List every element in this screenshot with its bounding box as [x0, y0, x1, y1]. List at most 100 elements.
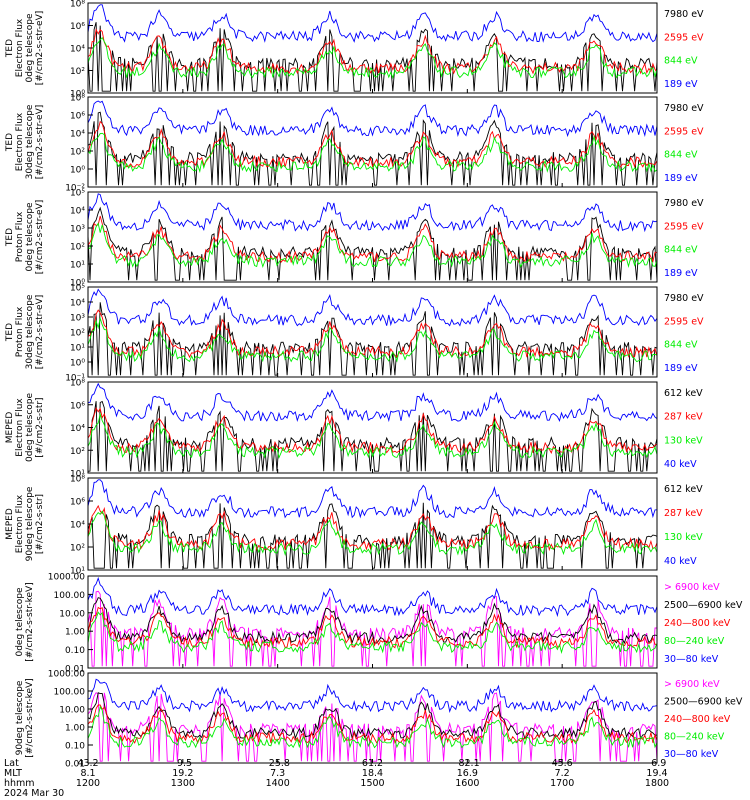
- y-axis-label: Electron Flux: [15, 18, 25, 77]
- y-tick-label: 10¹: [70, 261, 85, 271]
- y-axis-label: [#/cm2-s-str]: [35, 494, 45, 554]
- x-axis-row-label: Lat: [4, 758, 19, 769]
- y-tick-label: 10³: [70, 314, 85, 324]
- y-tick-label: 10²: [70, 67, 85, 77]
- y-tick-label: 100.00: [54, 688, 86, 698]
- y-axis-label: 90deg telescope: [25, 486, 35, 561]
- series-line-green: [87, 222, 658, 269]
- y-tick-label: 10³: [70, 225, 85, 235]
- series-line-green: [87, 132, 658, 174]
- y-axis-label: 0deg telescope: [15, 587, 25, 657]
- panel-3: 10⁵ 10⁴ 10³ 10² 10¹ 10⁰ TED Proton Flux 0deg tel…: [5, 189, 704, 289]
- y-tick-label: 10⁰: [70, 90, 85, 100]
- y-axis-label: 90deg telescope: [15, 680, 25, 755]
- legend-label: 189 eV: [664, 173, 698, 184]
- panel-frame: [87, 477, 658, 571]
- x-tick-label: 43.2: [77, 758, 98, 769]
- y-tick-label: 10⁴: [70, 130, 85, 140]
- series-line-blue: [87, 4, 658, 43]
- legend-label: 2500—6900 keV: [664, 697, 743, 708]
- legend-label: 2595 eV: [664, 221, 704, 232]
- legend-label: 240—800 keV: [664, 714, 731, 725]
- x-tick-label: 7.2: [555, 768, 570, 779]
- y-axis-label: Proton Flux: [15, 211, 25, 262]
- series-line-red: [87, 120, 658, 169]
- y-axis-label: 30deg telescope: [25, 294, 35, 369]
- panel-1: 10⁸ 10⁶ 10⁴ 10² 10⁰ TED Electron Flux 0deg tele…: [5, 0, 704, 100]
- y-axis-label: [#/cm2-s-str-eV]: [35, 295, 45, 370]
- panel-frame: [87, 2, 658, 94]
- legend-label: 130 keV: [664, 435, 703, 446]
- series-line-black: [87, 22, 658, 92]
- panel-7: 1000.00 100.00 10.00 1.00 0.10 0.01 0deg teles…: [15, 573, 743, 675]
- x-tick-label: -9.5: [174, 758, 193, 769]
- x-tick-label: 1300: [171, 778, 195, 789]
- series-line-magenta: [87, 590, 657, 667]
- x-tick-label: 1800: [645, 778, 669, 789]
- series-line-blue: [87, 382, 658, 423]
- x-tick-label: 7.3: [270, 768, 285, 779]
- legend-label: 7980 eV: [664, 198, 704, 209]
- series-line-black: [87, 206, 658, 281]
- series-line-green: [87, 36, 658, 80]
- y-tick-label: 1.00: [65, 628, 85, 638]
- y-tick-label: 10⁴: [70, 45, 85, 55]
- y-tick-label: 10⁶: [70, 22, 85, 32]
- legend-label: 7980 eV: [664, 103, 704, 114]
- y-axis-label: TED: [5, 39, 15, 58]
- series-line-blue: [87, 100, 658, 138]
- legend-label: 2595 eV: [664, 316, 704, 327]
- x-tick-label: -25.8: [265, 758, 290, 769]
- y-tick-label: 1000.00: [48, 573, 85, 583]
- y-tick-label: 10⁸: [70, 94, 85, 104]
- series-line-black: [87, 692, 658, 740]
- y-tick-label: 10⁻²: [65, 184, 85, 194]
- y-tick-label: 0.10: [65, 742, 85, 752]
- y-axis-label: [#/cm2-s-str-eV]: [35, 105, 45, 180]
- y-axis-label: 30deg telescope: [25, 104, 35, 179]
- series-line-red: [87, 704, 658, 745]
- series-line-blue: [87, 193, 658, 233]
- y-axis-label: [#/cm2-s-str-eV]: [35, 11, 45, 86]
- y-tick-label: 10⁰: [70, 359, 85, 369]
- panel-5: 10⁸ 10⁶ 10⁴ 10² 10¹ MEPED Electron Flux 0deg te…: [5, 379, 703, 480]
- x-tick-label: 1600: [455, 778, 479, 789]
- series-line-black: [88, 400, 658, 472]
- y-tick-label: 10²: [70, 329, 85, 339]
- series-line-blue: [87, 288, 658, 327]
- legend-label: 40 keV: [664, 556, 697, 567]
- legend-label: > 6900 keV: [664, 582, 720, 593]
- y-axis-label: Electron Flux: [15, 494, 25, 553]
- y-axis-label: Electron Flux: [15, 398, 25, 457]
- legend-label: 7980 eV: [664, 9, 704, 20]
- legend-label: 40 keV: [664, 459, 697, 470]
- y-tick-label: 10⁶: [70, 112, 85, 122]
- y-axis-label: 0deg telescope: [25, 393, 35, 463]
- panel-frame: [87, 286, 658, 378]
- legend-label: 80—240 keV: [664, 732, 725, 743]
- y-tick-label: 10⁵: [70, 189, 85, 199]
- legend-label: 240—800 keV: [664, 618, 731, 629]
- x-tick-label: 1500: [360, 778, 384, 789]
- legend-label: 844 eV: [664, 245, 698, 256]
- y-axis-label: 0deg telescope: [25, 202, 35, 272]
- series-line-black: [87, 597, 658, 645]
- y-tick-label: 10⁰: [70, 279, 85, 289]
- y-axis-label: [#/cm2-s-str-keV]: [25, 678, 35, 757]
- legend-label: 2500—6900 keV: [664, 600, 743, 611]
- series-line-blue: [87, 576, 658, 618]
- x-axis-row-label: 2024 Mar 30: [4, 788, 64, 799]
- series-line-green: [87, 705, 658, 749]
- y-tick-label: 10²: [70, 148, 85, 158]
- y-axis-label: [#/cm2-s-str-keV]: [25, 582, 35, 661]
- y-tick-label: 10.00: [59, 706, 85, 716]
- legend-label: 844 eV: [664, 340, 698, 351]
- y-tick-label: 10¹: [70, 567, 85, 577]
- legend-label: 80—240 keV: [664, 636, 725, 647]
- legend-label: 612 keV: [664, 484, 703, 495]
- y-tick-label: 10¹: [70, 344, 85, 354]
- series-line-red: [87, 407, 658, 455]
- panel-2: 10⁸ 10⁶ 10⁴ 10² 10⁰ 10⁻² TED Electron Flux 30deg…: [5, 94, 704, 194]
